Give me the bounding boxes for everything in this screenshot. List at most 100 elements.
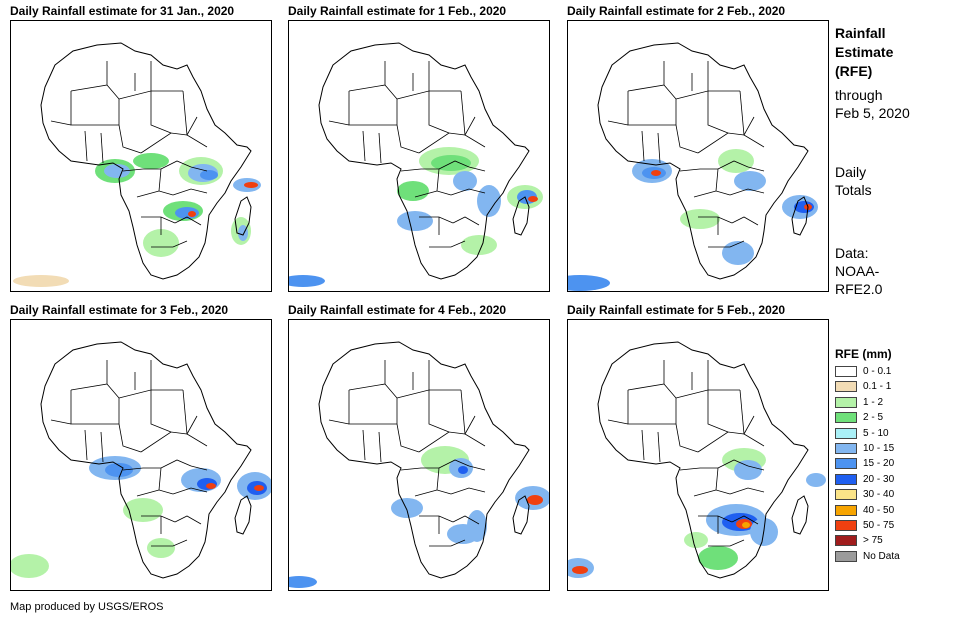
country-border [190, 465, 208, 471]
legend-label: 1 - 2 [863, 396, 884, 408]
country-border [717, 160, 749, 170]
rainfall-patch [254, 485, 264, 491]
country-border [729, 188, 765, 196]
side-title-line: Rainfall [835, 25, 886, 41]
africa-map [11, 341, 271, 579]
country-border [151, 539, 188, 547]
rainfall-patch [572, 566, 588, 574]
rainfall-patch [461, 235, 497, 255]
legend-label: No Data [863, 550, 900, 562]
rainfall-patch [11, 554, 49, 578]
rainfall-patch [391, 498, 423, 518]
legend-item: 40 - 50 [835, 504, 960, 519]
country-border [697, 132, 745, 154]
side-data-line: Data: [835, 245, 869, 261]
map-frame [288, 319, 550, 591]
country-border [438, 160, 470, 170]
country-border [158, 467, 174, 495]
country-border [362, 130, 366, 162]
country-border [743, 415, 755, 435]
country-border [641, 130, 645, 162]
country-border [136, 489, 160, 497]
panel-title: Daily Rainfall estimate for 5 Feb., 2020 [567, 303, 786, 317]
country-border [186, 116, 198, 136]
coastline [597, 42, 809, 280]
legend-item: 30 - 40 [835, 488, 960, 503]
rainfall-patch [453, 171, 477, 191]
country-border [118, 124, 142, 154]
country-border [174, 515, 202, 525]
country-border [50, 419, 72, 425]
country-border [70, 61, 108, 92]
side-title-line: (RFE) [835, 63, 873, 79]
legend-item: 50 - 75 [835, 519, 960, 534]
country-border [150, 91, 172, 134]
legend-swatch [835, 519, 857, 531]
country-border [438, 459, 470, 469]
madagascar-outline [512, 495, 530, 535]
country-border [118, 423, 142, 453]
legend-item: 5 - 10 [835, 427, 960, 442]
country-border [464, 415, 476, 435]
map-frame [288, 20, 550, 292]
legend-item: 10 - 15 [835, 442, 960, 457]
country-border [400, 467, 439, 471]
rainfall-patch [289, 275, 325, 287]
country-border [174, 216, 202, 226]
country-border [747, 465, 765, 471]
legend-swatch [835, 412, 857, 424]
legend-swatch [835, 427, 857, 439]
country-border [348, 91, 397, 126]
country-border [627, 360, 665, 391]
legend-swatch [835, 535, 857, 547]
country-border [697, 431, 745, 453]
legend-swatch [835, 504, 857, 516]
country-border [122, 467, 161, 471]
country-border [70, 390, 119, 425]
legend-swatch [835, 442, 857, 454]
legend-label: 0 - 0.1 [863, 366, 892, 377]
country-border [84, 429, 88, 461]
coastline [318, 341, 530, 579]
country-border [122, 168, 161, 172]
legend-label: 20 - 30 [863, 473, 895, 485]
country-border [348, 390, 397, 425]
panel-title: Daily Rainfall estimate for 2 Feb., 2020 [567, 4, 786, 18]
country-border [400, 168, 439, 172]
side-daily-line: Totals [835, 182, 872, 198]
country-border [378, 431, 382, 463]
legend-item: 20 - 30 [835, 473, 960, 488]
country-border [715, 168, 731, 196]
legend-swatch [835, 366, 857, 377]
country-border [384, 383, 398, 424]
country-border [450, 188, 486, 196]
legend-item: > 75 [835, 534, 960, 549]
country-border [182, 389, 208, 447]
map-frame [10, 319, 272, 591]
side-title: Rainfall Estimate (RFE) [835, 24, 893, 81]
country-border [743, 116, 755, 136]
country-border [172, 188, 208, 196]
country-border [362, 429, 366, 461]
legend-label: 50 - 75 [863, 519, 895, 531]
rainfall-layer [289, 147, 543, 287]
country-border [151, 240, 188, 248]
country-border [70, 360, 108, 391]
africa-map [289, 42, 543, 287]
map-frame [10, 20, 272, 292]
legend-label: 15 - 20 [863, 458, 895, 470]
rainfall-patch [244, 182, 258, 188]
country-border [450, 487, 486, 495]
legend-label: 40 - 50 [863, 504, 895, 516]
legend-swatch [835, 458, 857, 470]
country-border [429, 539, 466, 547]
rainfall-patch [397, 181, 429, 201]
rainfall-patch [467, 510, 487, 542]
legend-swatch [835, 381, 857, 393]
country-border [419, 515, 454, 523]
side-data-source: Data: NOAA- RFE2.0 [835, 244, 882, 298]
country-border [172, 487, 208, 495]
rainfall-patch [147, 538, 175, 558]
country-border [693, 489, 717, 497]
country-border [708, 240, 745, 248]
